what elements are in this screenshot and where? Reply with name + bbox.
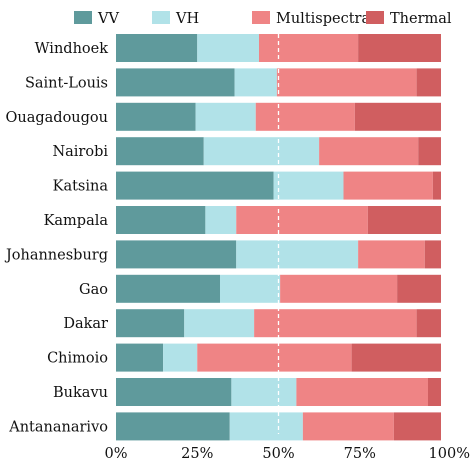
legend: VV VH Multispectral Thermal <box>74 11 452 27</box>
legend-swatch-thermal <box>366 11 384 24</box>
y-tick-label-katsina: Katsina <box>53 179 109 195</box>
x-tick-label-3: 75% <box>344 446 376 462</box>
bar-katsina-vv <box>116 171 274 200</box>
x-tick-label-4: 100% <box>429 446 470 462</box>
x-tick-label-0: 0% <box>104 446 127 462</box>
bar-kampala-vh <box>205 206 237 234</box>
bar-katsina-vh <box>273 171 344 200</box>
bar-nairobi-multispectral <box>319 137 419 166</box>
bar-windhoek-multispectral <box>259 34 359 62</box>
bar-johannesburg-multispectral <box>358 240 425 269</box>
bar-saint-louis-vh <box>234 68 277 97</box>
bar-saint-louis-multispectral <box>276 68 417 97</box>
bar-ouagadougou-multispectral <box>255 102 355 131</box>
legend-label-multispectral: Multispectral <box>276 11 375 27</box>
bar-dakar-vh <box>184 309 255 338</box>
x-axis-labels: 0% 25% 50% 75% 100% <box>104 446 470 462</box>
y-tick-label-ouagadougou: Ouagadougou <box>6 110 109 126</box>
y-tick-label-antananarivo: Antananarivo <box>8 419 108 435</box>
y-tick-label-windhoek: Windhoek <box>35 41 109 57</box>
bar-dakar-thermal <box>416 309 441 338</box>
bar-bukavu-thermal <box>428 378 441 406</box>
bar-katsina-thermal <box>432 171 441 200</box>
bar-johannesburg-vh <box>236 240 359 269</box>
bar-chimoio-multispectral <box>197 343 352 372</box>
legend-label-vh: VH <box>175 11 199 27</box>
bar-gao-thermal <box>397 274 441 303</box>
legend-swatch-vh <box>152 11 170 24</box>
bars <box>116 34 441 441</box>
bar-chimoio-vv <box>116 343 164 372</box>
bar-windhoek-vh <box>197 34 259 62</box>
bar-saint-louis-vv <box>116 68 235 97</box>
x-tick-label-2: 50% <box>262 446 294 462</box>
bar-bukavu-multispectral <box>296 378 428 406</box>
bar-windhoek-thermal <box>358 34 441 62</box>
bar-ouagadougou-vh <box>195 102 256 131</box>
bar-kampala-multispectral <box>236 206 368 234</box>
bar-kampala-vv <box>116 206 206 234</box>
y-tick-label-dakar: Dakar <box>63 316 108 332</box>
legend-swatch-vv <box>74 11 92 24</box>
bar-dakar-multispectral <box>254 309 417 338</box>
bar-chimoio-vh <box>163 343 198 372</box>
bar-antananarivo-vh <box>229 412 303 441</box>
bar-antananarivo-thermal <box>393 412 441 441</box>
bar-gao-vh <box>220 274 281 303</box>
legend-label-thermal: Thermal <box>390 11 452 27</box>
bar-gao-vv <box>116 274 220 303</box>
x-tick-label-1: 25% <box>181 446 213 462</box>
bar-windhoek-vv <box>116 34 198 62</box>
bar-katsina-multispectral <box>343 171 433 200</box>
bar-johannesburg-thermal <box>424 240 441 269</box>
legend-label-vv: VV <box>97 11 119 27</box>
bar-nairobi-thermal <box>418 137 441 166</box>
y-tick-label-nairobi: Nairobi <box>52 144 108 160</box>
bar-antananarivo-vv <box>116 412 230 441</box>
bar-ouagadougou-thermal <box>354 102 441 131</box>
bar-antananarivo-multispectral <box>302 412 394 441</box>
bar-chimoio-thermal <box>351 343 441 372</box>
y-tick-label-bukavu: Bukavu <box>53 385 108 401</box>
bar-gao-multispectral <box>280 274 398 303</box>
bar-kampala-thermal <box>367 206 441 234</box>
bar-nairobi-vv <box>116 137 204 166</box>
bar-johannesburg-vv <box>116 240 237 269</box>
y-tick-label-gao: Gao <box>79 282 108 298</box>
bar-bukavu-vh <box>231 378 297 406</box>
y-tick-label-chimoio: Chimoio <box>47 351 108 367</box>
legend-swatch-multispectral <box>252 11 270 24</box>
bar-nairobi-vh <box>203 137 320 166</box>
bar-dakar-vv <box>116 309 185 338</box>
y-tick-label-johannesburg: Johannesburg <box>4 247 108 263</box>
bar-ouagadougou-vv <box>116 102 196 131</box>
bar-saint-louis-thermal <box>416 68 441 97</box>
y-tick-label-kampala: Kampala <box>44 213 109 229</box>
y-axis-labels: Windhoek Saint-Louis Ouagadougou Nairobi Kat… <box>4 41 108 435</box>
bar-bukavu-vv <box>116 378 232 406</box>
y-tick-label-saint-louis: Saint-Louis <box>25 75 108 91</box>
